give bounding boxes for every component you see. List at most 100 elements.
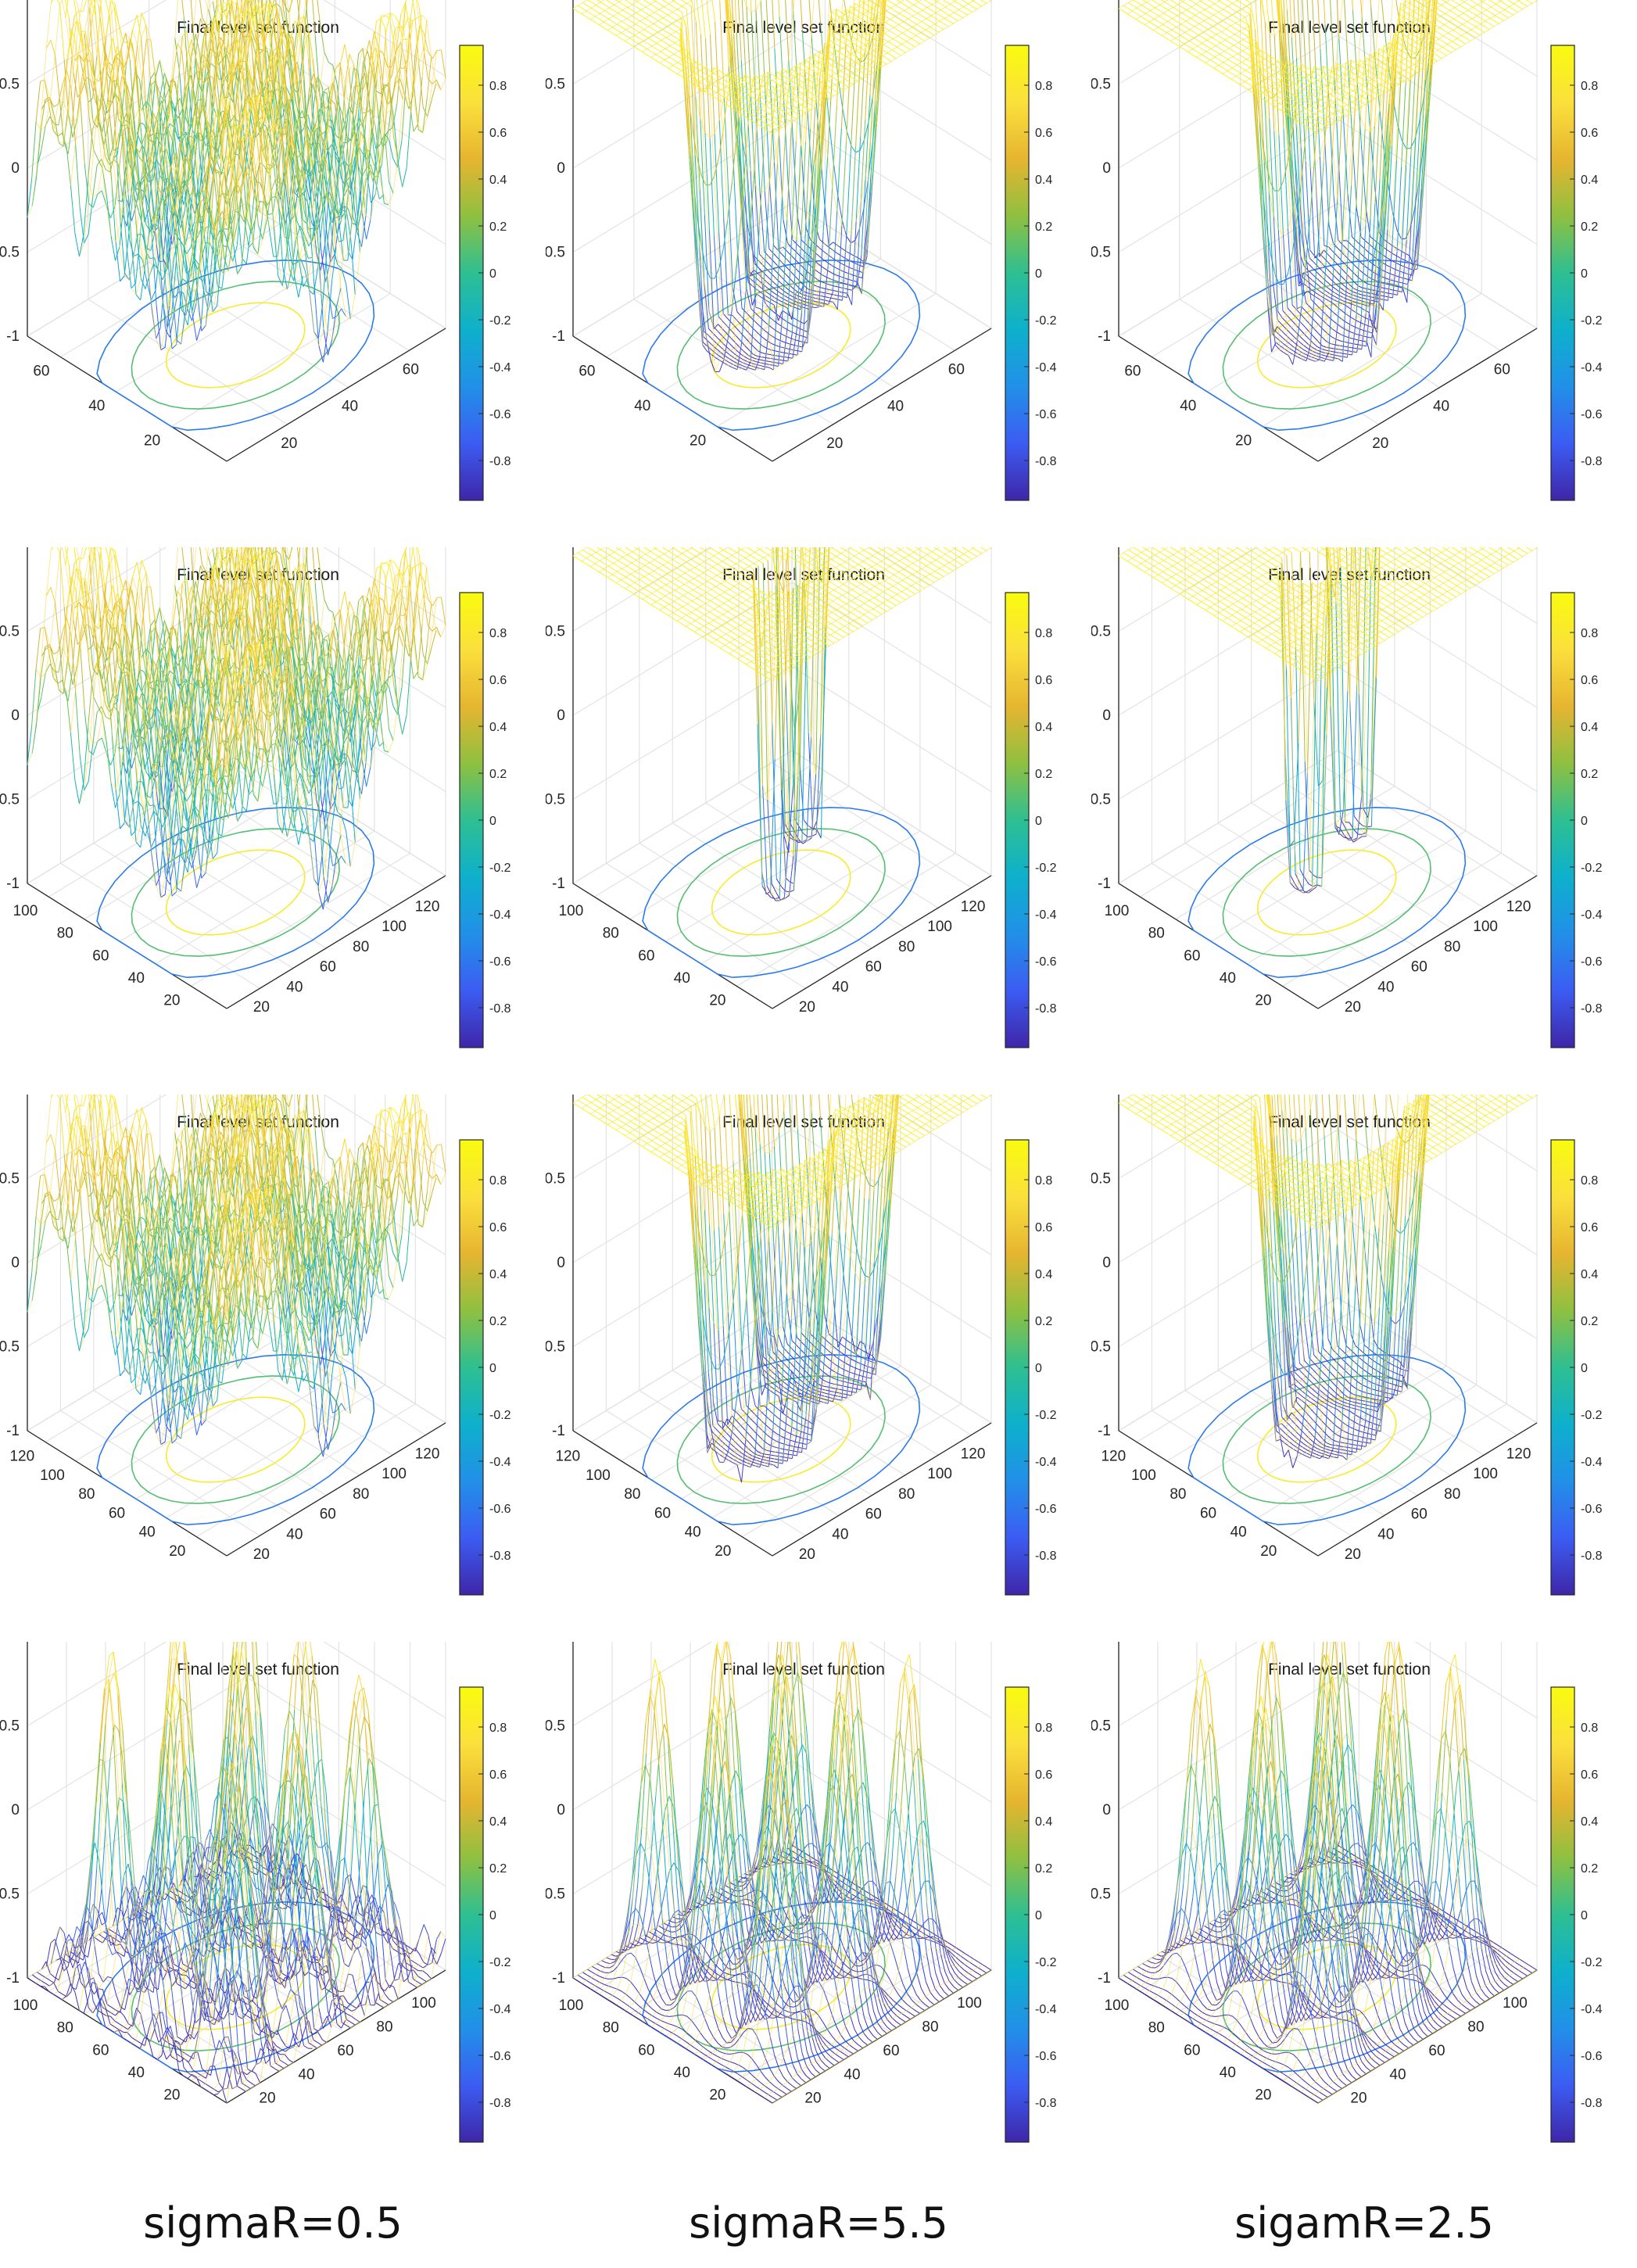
x-tick-label: 120 xyxy=(961,1446,986,1462)
x-tick-label: 20 xyxy=(281,435,297,452)
y-tick-label: 60 xyxy=(92,948,109,964)
surface-mesh xyxy=(572,0,992,373)
colorbar-tick-label: 0 xyxy=(489,815,496,828)
y-axis-ticks: 20 40 60 80 100 xyxy=(559,903,726,1009)
colorbar-tick-label: 0.2 xyxy=(489,1862,507,1876)
x-tick-label: 40 xyxy=(887,399,904,415)
colorbar-tick-label: -0.6 xyxy=(1035,1503,1057,1516)
colorbar-ticks: -0.8 -0.6 -0.4 -0.2 0 0.2 0.4 0.6 0.8 xyxy=(478,1174,511,1563)
colorbar-tick-label: 0 xyxy=(1035,815,1042,828)
surface-plot-svg: -1 -0.5 0 0.5 20 40 60 80 100 120 20 40 60 80 100 120 -0… xyxy=(546,1095,1057,1596)
axis-grid xyxy=(571,1095,993,1557)
z-tick-label: 0.5 xyxy=(1091,624,1111,640)
floor-contours xyxy=(642,259,921,432)
colorbar-tick-label: 0.2 xyxy=(1035,1315,1052,1328)
caption-sigamR-2.5: sigamR=2.5 xyxy=(1091,2198,1637,2248)
x-axis-ticks: 20 40 60 80 100 xyxy=(1350,1995,1527,2106)
colorbar-tick-label: -0.6 xyxy=(1581,408,1603,421)
floor-contours xyxy=(96,806,375,979)
surface-plot-svg: -1 -0.5 0 0.5 20 40 60 80 100 120 20 40 60 80 100 120 -0… xyxy=(0,1095,511,1596)
y-tick-label: 100 xyxy=(559,903,584,919)
colorbar-tick-label: -0.8 xyxy=(489,455,511,468)
colorbar-tick-label: 0.6 xyxy=(489,1221,507,1234)
x-tick-label: 40 xyxy=(342,399,358,415)
y-tick-label: 40 xyxy=(1230,1525,1247,1541)
colorbar-tick-label: 0 xyxy=(1581,1362,1588,1375)
colorbar-tick-label: 0.8 xyxy=(489,80,507,93)
y-tick-label: 80 xyxy=(603,2020,619,2037)
surface-mesh xyxy=(27,1095,446,1457)
axis-grid xyxy=(26,547,447,1009)
y-tick-label: 40 xyxy=(674,2065,690,2081)
colorbar-tick-label: 0.8 xyxy=(489,1722,507,1735)
x-tick-label: 60 xyxy=(865,1507,882,1523)
colorbar-tick-label: -0.4 xyxy=(1035,2003,1057,2016)
surface-plot-svg: -1 -0.5 0 0.5 20 40 60 80 100 20 40 60 80 100 -0.8 -0.6… xyxy=(0,1642,511,2143)
panel-title: Final level set function xyxy=(639,1661,968,1679)
colorbar-tick-label: 0.2 xyxy=(489,768,507,781)
colorbar-ticks: -0.8 -0.6 -0.4 -0.2 0 0.2 0.4 0.6 0.8 xyxy=(1024,80,1057,468)
colorbar-tick-label: 0 xyxy=(1581,815,1588,828)
x-tick-label: 20 xyxy=(826,435,843,452)
colorbar-tick-label: 0.4 xyxy=(1035,1268,1052,1281)
colorbar-tick-label: 0.8 xyxy=(1581,80,1598,93)
colorbar-ticks: -0.8 -0.6 -0.4 -0.2 0 0.2 0.4 0.6 0.8 xyxy=(478,80,511,468)
y-tick-label: 80 xyxy=(1170,1486,1186,1503)
colorbar-tick-label: 0.4 xyxy=(1035,1815,1052,1829)
x-tick-label: 80 xyxy=(353,939,369,955)
z-tick-label: 0.5 xyxy=(0,624,20,640)
surface-panel-r3-c2: Final level set function -1 -0.5 0 0.5 20 40 60… xyxy=(1091,1642,1637,2189)
y-tick-label: 100 xyxy=(1105,903,1130,919)
surface-panel-r0-c1: Final level set function -1 -0.5 0 0.5 20 40 60… xyxy=(546,0,1091,547)
colorbar-ticks: -0.8 -0.6 -0.4 -0.2 0 0.2 0.4 0.6 0.8 xyxy=(1570,627,1603,1016)
x-tick-label: 20 xyxy=(253,1546,270,1563)
x-axis-ticks: 20 40 60 xyxy=(1372,361,1510,451)
surface-mesh xyxy=(572,547,992,901)
z-axis-ticks: -1 -0.5 0 0.5 xyxy=(0,1718,20,1987)
x-tick-label: 40 xyxy=(1433,399,1449,415)
x-tick-label: 40 xyxy=(832,1526,848,1542)
x-tick-label: 100 xyxy=(927,1466,952,1482)
y-tick-label: 40 xyxy=(88,398,105,414)
y-tick-label: 20 xyxy=(715,1543,731,1560)
y-tick-label: 60 xyxy=(654,1505,671,1521)
surface-panel-r1-c1: Final level set function-1-0.500.5204060… xyxy=(546,547,1091,1095)
x-tick-label: 120 xyxy=(415,1446,440,1462)
x-axis-ticks: 20 40 60 80 100 120 xyxy=(799,1446,986,1563)
colorbar-tick-label: 0 xyxy=(1035,1362,1042,1375)
x-axis-ticks: 20 40 60 80 100 xyxy=(804,1995,981,2106)
z-tick-label: -1 xyxy=(6,1423,20,1439)
y-tick-label: 100 xyxy=(559,1997,584,2014)
colorbar-tick-label: 0.8 xyxy=(1035,627,1052,640)
floor-contours xyxy=(96,259,375,432)
y-tick-label: 40 xyxy=(1180,398,1196,414)
colorbar-tick-label: 0.6 xyxy=(1035,674,1052,687)
x-tick-label: 20 xyxy=(253,999,270,1016)
colorbar-tick-label: 0 xyxy=(1035,267,1042,281)
colorbar-tick-label: 0.4 xyxy=(1581,1268,1598,1281)
z-axis-ticks: -1 -0.5 0 0.5 xyxy=(1091,1718,1111,1987)
z-tick-label: -0.5 xyxy=(546,1339,565,1356)
colorbar-tick-label: -0.2 xyxy=(1035,862,1057,875)
x-tick-label: 80 xyxy=(1467,2019,1484,2036)
y-tick-label: 100 xyxy=(586,1467,611,1484)
x-tick-label: 80 xyxy=(1444,1486,1460,1503)
z-tick-label: 0.5 xyxy=(0,77,20,93)
y-tick-label: 120 xyxy=(1101,1449,1126,1465)
x-tick-label: 80 xyxy=(898,939,915,955)
surface-panel-r0-c0: Final level set function-1-0.500.5204060… xyxy=(0,0,546,547)
colorbar-tick-label: 0.8 xyxy=(489,1174,507,1188)
y-tick-label: 20 xyxy=(709,2087,725,2103)
y-axis-ticks: 20 40 60 80 100 xyxy=(1105,903,1272,1009)
y-axis-ticks: 20 40 60 80 100 120 xyxy=(9,1449,185,1560)
y-tick-label: 40 xyxy=(1220,2065,1236,2081)
z-tick-label: -0.5 xyxy=(0,1339,20,1356)
y-axis-ticks: 20 40 60 xyxy=(1124,364,1252,450)
caption-sigmaR-5.5: sigmaR=5.5 xyxy=(546,2198,1091,2248)
z-tick-label: 0.5 xyxy=(546,77,565,93)
z-axis-ticks: -1 -0.5 0 0.5 xyxy=(1091,77,1111,346)
floor-contours xyxy=(1187,806,1467,979)
x-tick-label: 20 xyxy=(1345,1546,1361,1563)
colorbar-ticks: -0.8 -0.6 -0.4 -0.2 0 0.2 0.4 0.6 0.8 xyxy=(1024,627,1057,1016)
colorbar-tick-label: 0.2 xyxy=(1035,1862,1052,1876)
